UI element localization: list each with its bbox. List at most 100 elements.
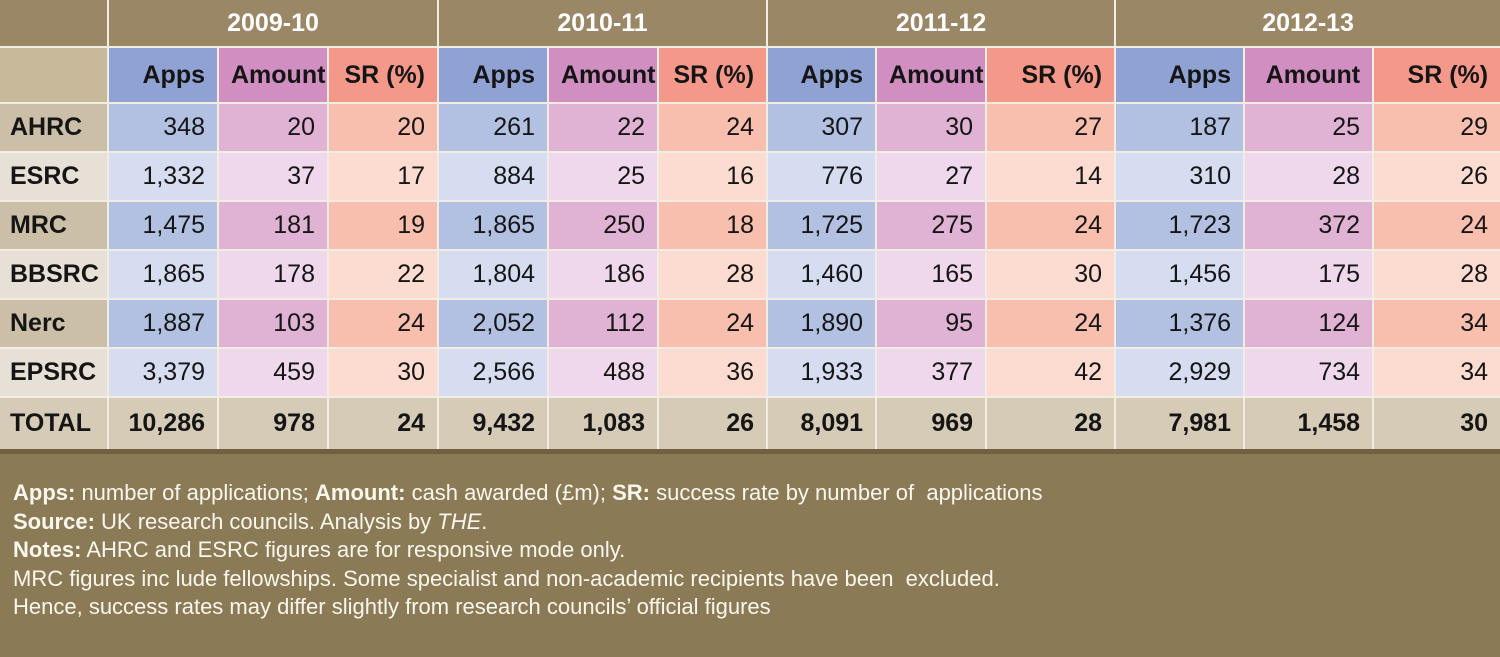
column-header-amount: Amount bbox=[547, 46, 659, 104]
cell-amount: 112 bbox=[547, 298, 659, 349]
total-cell-sr: 30 bbox=[1372, 396, 1500, 449]
cell-apps: 1,376 bbox=[1114, 298, 1246, 349]
cell-apps: 776 bbox=[766, 151, 878, 202]
cell-sr: 24 bbox=[985, 298, 1117, 349]
total-cell-sr: 28 bbox=[985, 396, 1117, 449]
cell-sr: 19 bbox=[327, 200, 439, 251]
footnote-mrc: MRC figures inc lude fellowships. Some s… bbox=[13, 565, 1000, 591]
row-label: Nerc bbox=[0, 298, 109, 349]
cell-sr: 18 bbox=[656, 200, 769, 251]
cell-apps: 3,379 bbox=[107, 347, 219, 398]
total-cell-amount: 1,458 bbox=[1243, 396, 1375, 449]
corner-cell bbox=[0, 46, 109, 104]
cell-amount: 175 bbox=[1243, 249, 1375, 300]
column-header-sr: SR (%) bbox=[1372, 46, 1500, 104]
table-row: EPSRC 3,379 459 30 2,566 488 36 1,933 377 42 2,929… bbox=[0, 347, 1500, 398]
table-row: ESRC 1,332 37 17 884 25 16 776 27 14 310 28 26 bbox=[0, 151, 1500, 202]
cell-amount: 25 bbox=[547, 151, 659, 202]
year-header: 2011-12 bbox=[766, 0, 1117, 48]
cell-apps: 1,890 bbox=[766, 298, 878, 349]
cell-sr: 17 bbox=[327, 151, 439, 202]
footnote-label: Apps: bbox=[13, 480, 76, 505]
cell-sr: 26 bbox=[1372, 151, 1500, 202]
column-header-amount: Amount bbox=[875, 46, 988, 104]
cell-amount: 25 bbox=[1243, 102, 1375, 153]
cell-apps: 1,456 bbox=[1114, 249, 1246, 300]
footnote-notes: Notes: AHRC and ESRC figures are for res… bbox=[13, 536, 1500, 565]
cell-apps: 1,865 bbox=[437, 200, 549, 251]
row-label: MRC bbox=[0, 200, 109, 251]
footnote-text: number of applications; bbox=[75, 480, 316, 505]
research-council-table: 2009-10 2010-11 2011-12 2012-13 Apps Amou… bbox=[0, 0, 1500, 449]
footnote-label: SR: bbox=[612, 480, 650, 505]
cell-amount: 28 bbox=[1243, 151, 1375, 202]
total-cell-amount: 1,083 bbox=[547, 396, 659, 449]
footnote-label: Amount: bbox=[315, 480, 406, 505]
row-label: EPSRC bbox=[0, 347, 109, 398]
table-row: AHRC 348 20 20 261 22 24 307 30 27 187 25 29 bbox=[0, 102, 1500, 153]
row-label: AHRC bbox=[0, 102, 109, 153]
row-label: BBSRC bbox=[0, 249, 109, 300]
year-header: 2009-10 bbox=[107, 0, 439, 48]
total-cell-apps: 8,091 bbox=[766, 396, 878, 449]
table-row: Nerc 1,887 103 24 2,052 112 24 1,890 95 24 1,376 12… bbox=[0, 298, 1500, 349]
cell-sr: 24 bbox=[985, 200, 1117, 251]
cell-amount: 37 bbox=[217, 151, 329, 202]
cell-apps: 1,933 bbox=[766, 347, 878, 398]
footnotes: Apps: number of applications; Amount: ca… bbox=[0, 449, 1500, 622]
cell-apps: 1,804 bbox=[437, 249, 549, 300]
column-header-apps: Apps bbox=[437, 46, 549, 104]
cell-sr: 14 bbox=[985, 151, 1117, 202]
column-header-apps: Apps bbox=[766, 46, 878, 104]
total-cell-apps: 9,432 bbox=[437, 396, 549, 449]
cell-apps: 1,723 bbox=[1114, 200, 1246, 251]
cell-amount: 734 bbox=[1243, 347, 1375, 398]
total-cell-apps: 7,981 bbox=[1114, 396, 1246, 449]
year-header-row: 2009-10 2010-11 2011-12 2012-13 bbox=[0, 0, 1500, 48]
cell-apps: 2,052 bbox=[437, 298, 549, 349]
cell-apps: 1,332 bbox=[107, 151, 219, 202]
corner-cell bbox=[0, 0, 109, 48]
cell-sr: 30 bbox=[327, 347, 439, 398]
cell-sr: 34 bbox=[1372, 347, 1500, 398]
cell-amount: 250 bbox=[547, 200, 659, 251]
cell-apps: 2,566 bbox=[437, 347, 549, 398]
cell-sr: 30 bbox=[985, 249, 1117, 300]
cell-apps: 348 bbox=[107, 102, 219, 153]
year-header: 2010-11 bbox=[436, 0, 769, 48]
column-header-apps: Apps bbox=[1114, 46, 1246, 104]
cell-apps: 1,725 bbox=[766, 200, 878, 251]
total-cell-sr: 24 bbox=[327, 396, 439, 449]
cell-apps: 1,460 bbox=[766, 249, 878, 300]
column-header-sr: SR (%) bbox=[656, 46, 769, 104]
column-header-apps: Apps bbox=[107, 46, 219, 104]
cell-sr: 34 bbox=[1372, 298, 1500, 349]
cell-amount: 124 bbox=[1243, 298, 1375, 349]
cell-sr: 24 bbox=[656, 102, 769, 153]
cell-apps: 310 bbox=[1114, 151, 1246, 202]
column-header-amount: Amount bbox=[1243, 46, 1375, 104]
cell-amount: 27 bbox=[875, 151, 988, 202]
cell-sr: 27 bbox=[985, 102, 1117, 153]
cell-sr: 24 bbox=[1372, 200, 1500, 251]
total-row: TOTAL 10,286 978 24 9,432 1,083 26 8,091 969 28 7,… bbox=[0, 396, 1500, 449]
cell-sr: 24 bbox=[327, 298, 439, 349]
cell-amount: 372 bbox=[1243, 200, 1375, 251]
cell-sr: 16 bbox=[656, 151, 769, 202]
cell-amount: 181 bbox=[217, 200, 329, 251]
footnote-text: cash awarded (£m); bbox=[405, 480, 613, 505]
cell-amount: 275 bbox=[875, 200, 988, 251]
cell-sr: 36 bbox=[656, 347, 769, 398]
cell-sr: 29 bbox=[1372, 102, 1500, 153]
table-row: MRC 1,475 181 19 1,865 250 18 1,725 275 24 1,723 37… bbox=[0, 200, 1500, 251]
cell-apps: 884 bbox=[437, 151, 549, 202]
cell-amount: 22 bbox=[547, 102, 659, 153]
cell-sr: 24 bbox=[656, 298, 769, 349]
cell-amount: 178 bbox=[217, 249, 329, 300]
year-header: 2012-13 bbox=[1114, 0, 1500, 48]
cell-apps: 187 bbox=[1114, 102, 1246, 153]
cell-amount: 377 bbox=[875, 347, 988, 398]
total-cell-amount: 978 bbox=[217, 396, 329, 449]
cell-amount: 95 bbox=[875, 298, 988, 349]
table-row: BBSRC 1,865 178 22 1,804 186 28 1,460 165 30 1,456… bbox=[0, 249, 1500, 300]
